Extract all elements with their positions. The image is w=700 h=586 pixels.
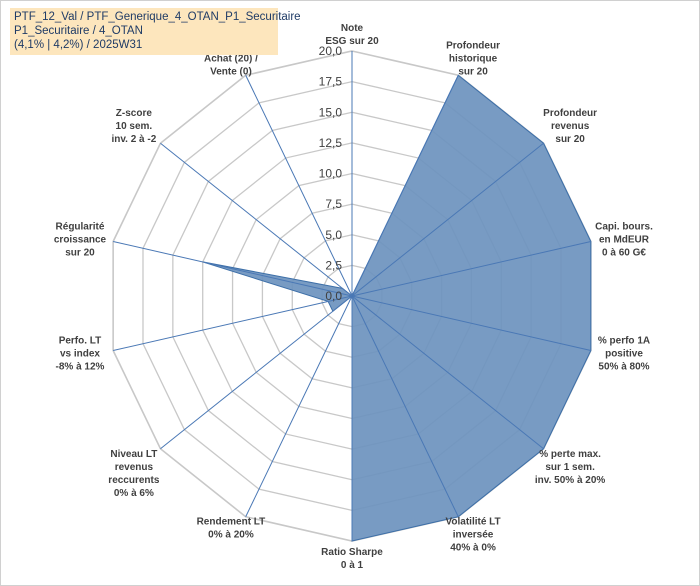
tick-label-6: 15,0 bbox=[319, 105, 343, 119]
axis-label-11: Régularité croissance sur 20 bbox=[54, 221, 107, 258]
axis-label-10-line-2: -8% à 12% bbox=[56, 362, 105, 373]
axis-label-9-line-2: reccurents bbox=[108, 475, 160, 486]
axis-label-1-line-0: Profondeur bbox=[446, 40, 500, 51]
axis-label-11-line-1: croissance bbox=[54, 234, 107, 245]
spoke-4 bbox=[351, 295, 591, 352]
axis-label-9-line-0: Niveau LT bbox=[110, 449, 157, 460]
axis-label-4-line-2: 50% à 80% bbox=[598, 362, 649, 373]
axis-label-6-line-2: 40% à 0% bbox=[450, 543, 496, 554]
axis-label-9: Niveau LT revenus reccurents 0% à 6% bbox=[108, 449, 160, 499]
axis-label-12: Z-score 10 sem. inv. 2 à -2 bbox=[111, 108, 156, 145]
axis-label-2: Profondeur revenus sur 20 bbox=[543, 108, 597, 145]
tick-label-7: 17,5 bbox=[319, 75, 343, 89]
axis-label-11-line-2: sur 20 bbox=[65, 247, 95, 258]
axis-label-1-line-2: sur 20 bbox=[458, 66, 488, 77]
portfolio-period: (4,1% | 4,2%) / 2025W31 bbox=[14, 39, 143, 51]
axis-label-4-line-1: positive bbox=[605, 349, 643, 360]
axis-label-13-line-2: Vente (0) bbox=[210, 66, 252, 77]
data-layer bbox=[202, 74, 592, 542]
axis-label-10-line-0: Perfo. LT bbox=[59, 336, 102, 347]
spoke-6 bbox=[351, 295, 459, 517]
axis-label-9-line-3: 0% à 6% bbox=[114, 488, 154, 499]
axis-label-2-line-2: sur 20 bbox=[555, 134, 585, 145]
spoke-layer bbox=[113, 51, 591, 541]
axis-label-2-line-1: revenus bbox=[551, 121, 590, 132]
axis-label-10-line-1: vs index bbox=[60, 349, 100, 360]
spoke-5 bbox=[351, 295, 544, 450]
series-area-0 bbox=[202, 74, 592, 542]
spoke-13 bbox=[245, 75, 353, 297]
axis-label-10: Perfo. LT vs index -8% à 12% bbox=[56, 336, 105, 373]
axis-label-12-line-0: Z-score bbox=[116, 108, 153, 119]
spoke-11 bbox=[113, 240, 353, 297]
axis-label-5: % perte max. sur 1 sem. inv. 50% à 20% bbox=[535, 449, 606, 486]
axis-label-5-line-1: sur 1 sem. bbox=[545, 462, 595, 473]
tick-label-1: 2,5 bbox=[325, 258, 342, 272]
portfolio-category: P1_Securitaire / 4_OTAN bbox=[14, 25, 143, 37]
axis-label-1: Profondeur historique sur 20 bbox=[446, 40, 500, 77]
axis-label-3-line-2: 0 à 60 G€ bbox=[602, 247, 646, 258]
axis-label-3-line-0: Capi. bours. bbox=[595, 221, 653, 232]
axis-label-9-line-1: revenus bbox=[115, 462, 154, 473]
tick-label-3: 7,5 bbox=[325, 197, 342, 211]
spoke-8 bbox=[245, 295, 353, 517]
axis-label-6: Volatilité LT inversée 40% à 0% bbox=[445, 517, 500, 554]
axis-label-8: Rendement LT 0% à 20% bbox=[197, 517, 266, 541]
tick-label-2: 5,0 bbox=[325, 228, 342, 242]
portfolio-info-box: PTF_12_Val / PTF_Generique_4_OTAN_P1_Sec… bbox=[10, 8, 301, 55]
axis-label-0: Note ESG sur 20 bbox=[325, 23, 379, 47]
spoke-3 bbox=[351, 240, 591, 297]
axis-label-1-line-1: historique bbox=[449, 53, 498, 64]
axis-label-13-line-1: Achat (20) / bbox=[204, 53, 258, 64]
tick-label-5: 12,5 bbox=[319, 136, 343, 150]
axis-label-6-line-0: Volatilité LT bbox=[445, 517, 500, 528]
axis-label-5-line-0: % perte max. bbox=[539, 449, 601, 460]
axis-label-2-line-0: Profondeur bbox=[543, 108, 597, 119]
axis-label-5-line-2: inv. 50% à 20% bbox=[535, 475, 606, 486]
axis-label-3: Capi. bours. en MdEUR 0 à 60 G€ bbox=[595, 221, 653, 258]
axis-label-12-line-1: 10 sem. bbox=[116, 121, 153, 132]
axis-label-8-line-0: Rendement LT bbox=[197, 517, 266, 528]
tick-label-0: 0,0 bbox=[325, 289, 342, 303]
axis-label-8-line-1: 0% à 20% bbox=[208, 530, 254, 541]
spoke-10 bbox=[113, 295, 353, 352]
axis-label-7-line-1: 0 à 1 bbox=[341, 560, 364, 571]
tick-labels: 0,0 2,5 5,0 7,5 10,0 12,5 15,0 17,5 20,0 bbox=[319, 44, 343, 303]
axis-label-6-line-1: inversée bbox=[453, 530, 494, 541]
tick-label-8: 20,0 bbox=[319, 44, 343, 58]
axis-label-0-line-0: Note bbox=[341, 23, 364, 34]
spoke-1 bbox=[351, 75, 459, 297]
axis-label-12-line-2: inv. 2 à -2 bbox=[111, 134, 156, 145]
axis-label-11-line-0: Régularité bbox=[56, 221, 105, 232]
spoke-9 bbox=[160, 295, 353, 450]
axis-label-3-line-1: en MdEUR bbox=[599, 234, 650, 245]
portfolio-name: PTF_12_Val / PTF_Generique_4_OTAN_P1_Sec… bbox=[14, 11, 301, 23]
spoke-2 bbox=[351, 142, 544, 297]
axis-label-0-line-1: ESG sur 20 bbox=[325, 36, 379, 47]
axis-labels: Note ESG sur 20 Profondeur historique sur 20… bbox=[54, 23, 653, 571]
tick-label-4: 10,0 bbox=[319, 167, 343, 181]
axis-label-7-line-0: Ratio Sharpe bbox=[321, 547, 383, 558]
axis-label-4-line-0: % perfo 1A bbox=[598, 336, 650, 347]
spoke-12 bbox=[160, 142, 353, 297]
axis-label-4: % perfo 1A positive 50% à 80% bbox=[598, 336, 650, 373]
axis-label-7: Ratio Sharpe 0 à 1 bbox=[321, 547, 383, 571]
